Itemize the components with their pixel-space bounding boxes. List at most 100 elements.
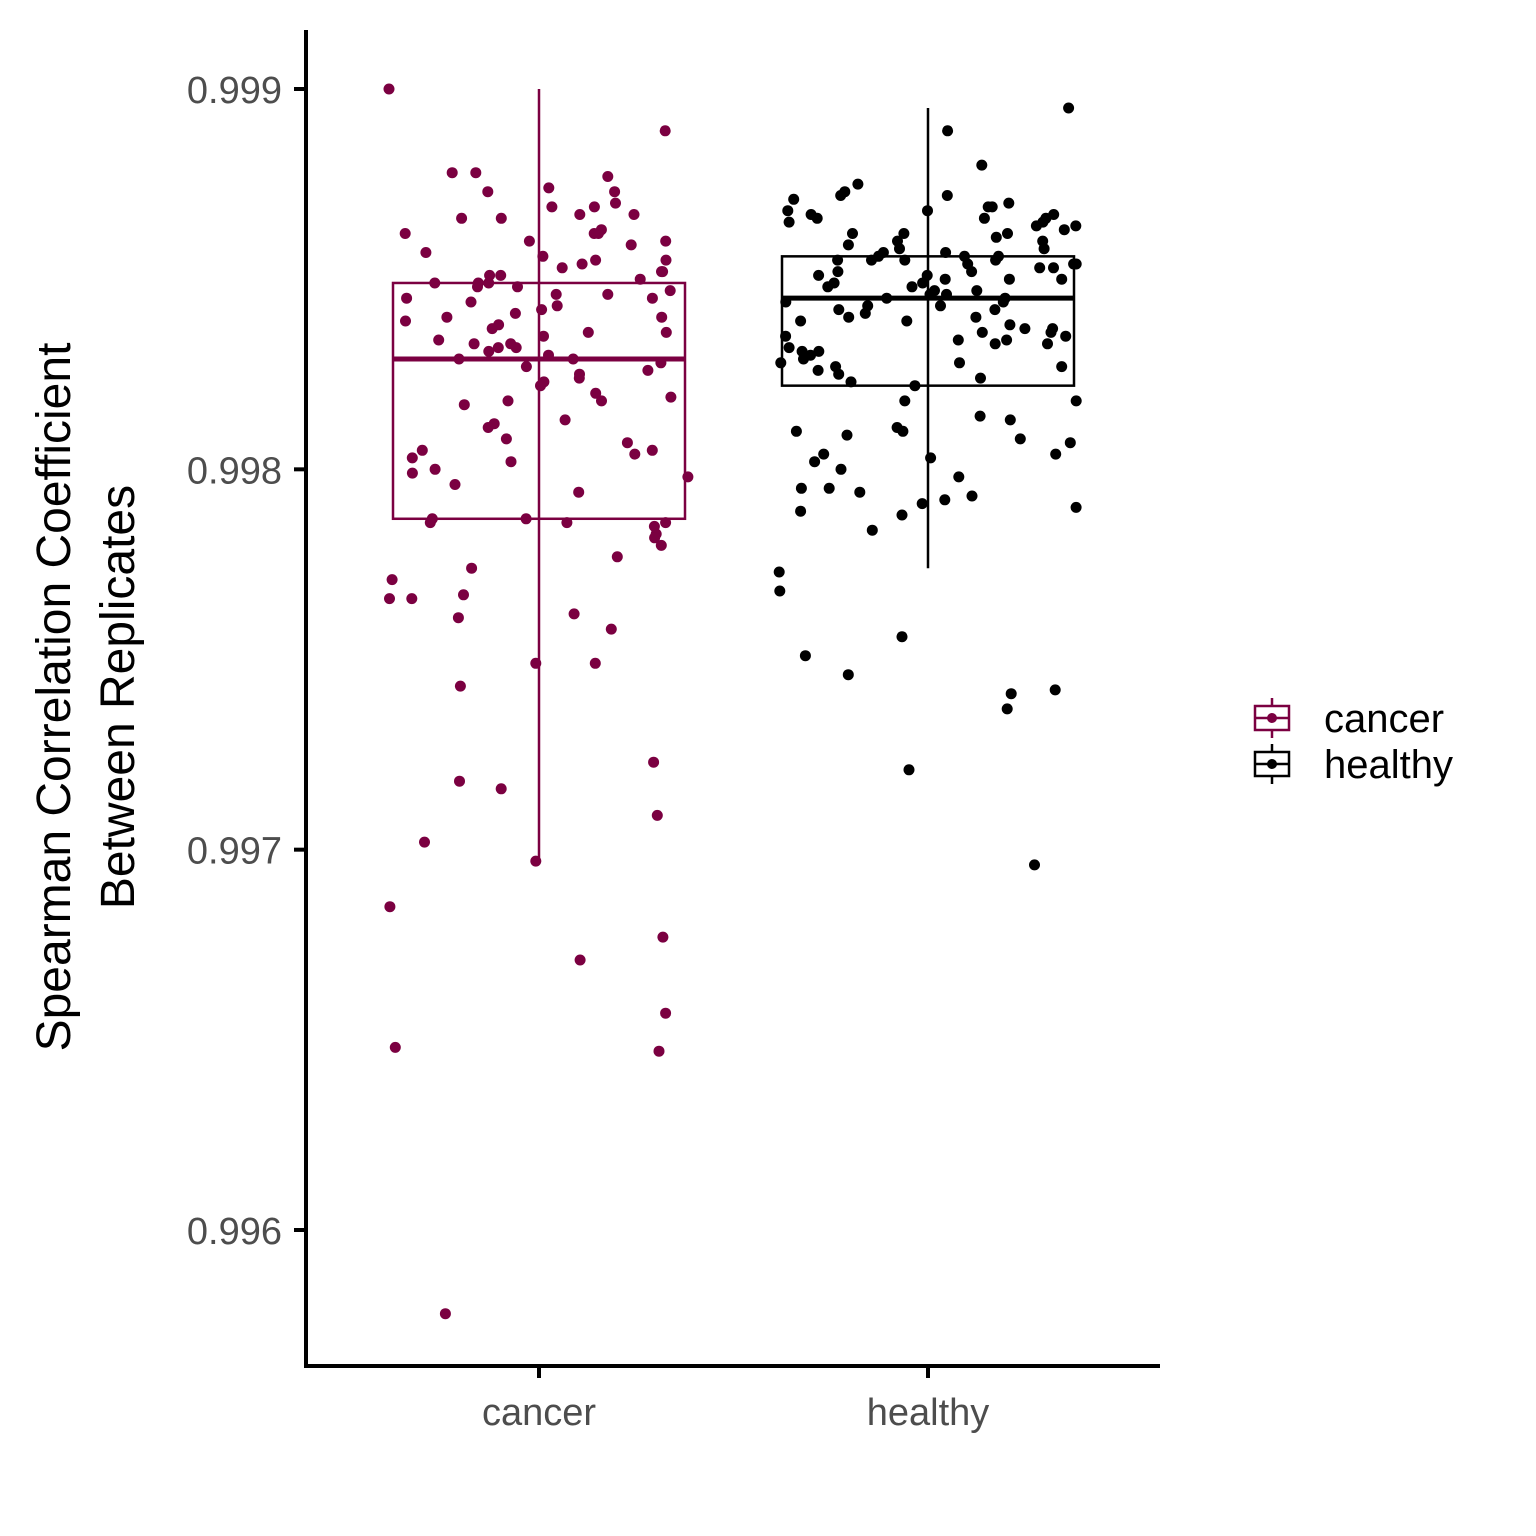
data-point-healthy	[1019, 323, 1031, 335]
data-point-cancer	[646, 292, 658, 304]
data-point-cancer	[628, 209, 640, 220]
data-point-healthy	[1070, 258, 1082, 270]
data-point-healthy	[790, 425, 802, 437]
data-point-healthy	[842, 669, 854, 681]
data-point-cancer	[649, 532, 661, 544]
data-point-cancer	[482, 422, 494, 433]
data-point-healthy	[835, 463, 847, 475]
data-point-healthy	[954, 357, 965, 369]
data-point-healthy	[1049, 684, 1061, 696]
data-point-cancer	[660, 235, 672, 247]
data-point-healthy	[1060, 330, 1072, 342]
data-point-cancer	[659, 125, 671, 137]
data-point-healthy	[847, 228, 858, 239]
data-point-cancer	[383, 83, 395, 95]
data-point-healthy	[1014, 433, 1026, 445]
data-point-cancer	[538, 330, 549, 342]
data-point-cancer	[520, 361, 532, 373]
data-point-healthy	[903, 764, 915, 776]
data-point-healthy	[939, 494, 951, 506]
data-point-cancer	[466, 562, 478, 574]
data-point-cancer	[416, 444, 428, 456]
data-point-cancer	[660, 517, 672, 529]
data-point-healthy	[971, 285, 983, 297]
data-point-healthy	[986, 201, 998, 213]
data-point-cancer	[495, 269, 507, 281]
data-point-healthy	[1038, 243, 1050, 255]
data-point-healthy	[799, 650, 811, 662]
data-point-healthy	[832, 254, 844, 266]
data-point-healthy	[922, 205, 933, 217]
data-point-healthy	[978, 212, 990, 224]
data-point-healthy	[833, 304, 845, 316]
data-point-cancer	[537, 250, 549, 262]
legend-key-point-healthy	[1267, 759, 1277, 769]
data-point-healthy	[924, 288, 936, 300]
data-point-cancer	[664, 285, 676, 297]
data-point-healthy	[894, 243, 905, 255]
data-point-cancer	[384, 901, 396, 913]
data-point-healthy	[966, 266, 978, 278]
legend-label-healthy: healthy	[1324, 743, 1453, 787]
data-point-healthy	[941, 288, 952, 300]
data-point-cancer	[406, 467, 418, 479]
data-point-healthy	[901, 315, 913, 327]
data-point-healthy	[989, 338, 1001, 350]
data-point-healthy	[866, 254, 877, 266]
data-point-healthy	[976, 159, 988, 171]
data-point-healthy	[859, 307, 871, 319]
legend-key-point-cancer	[1267, 713, 1277, 723]
data-point-cancer	[589, 657, 601, 669]
data-point-cancer	[629, 448, 641, 460]
data-point-healthy	[813, 345, 825, 357]
data-point-cancer	[439, 1308, 451, 1320]
data-point-healthy	[1002, 228, 1013, 239]
data-point-healthy	[1063, 102, 1075, 114]
data-point-cancer	[609, 186, 621, 198]
data-point-healthy	[916, 498, 928, 510]
data-point-cancer	[441, 311, 453, 323]
data-point-cancer	[621, 437, 633, 449]
data-point-cancer	[551, 300, 563, 312]
data-point-cancer	[582, 326, 594, 338]
data-point-cancer	[389, 1041, 401, 1053]
data-point-healthy	[898, 228, 910, 239]
data-point-cancer	[482, 186, 494, 198]
y-axis-title: Spearman Correlation Coefficient Between…	[28, 343, 145, 1052]
data-point-cancer	[456, 212, 468, 224]
data-point-healthy	[841, 429, 853, 441]
data-point-healthy	[852, 178, 864, 190]
data-point-cancer	[512, 281, 523, 293]
data-point-healthy	[788, 193, 800, 205]
y-tick-label: 0.997	[187, 831, 282, 873]
data-point-cancer	[610, 197, 621, 209]
data-point-healthy	[1064, 437, 1076, 449]
data-point-healthy	[832, 266, 844, 278]
data-point-cancer	[543, 349, 554, 361]
data-point-cancer	[429, 277, 441, 289]
data-point-cancer	[655, 539, 667, 551]
data-point-healthy	[813, 269, 825, 281]
data-point-cancer	[561, 517, 573, 529]
data-point-healthy	[899, 395, 911, 407]
data-point-cancer	[535, 380, 546, 392]
data-point-healthy	[798, 353, 809, 365]
data-point-cancer	[406, 593, 418, 605]
data-point-healthy	[1034, 262, 1046, 274]
data-point-cancer	[419, 836, 430, 848]
data-point-cancer	[470, 167, 482, 179]
y-tick-label: 0.996	[187, 1211, 282, 1253]
data-point-cancer	[446, 167, 458, 179]
data-point-cancer	[400, 315, 411, 327]
data-point-cancer	[530, 855, 542, 867]
data-point-healthy	[782, 205, 794, 217]
data-point-cancer	[384, 593, 395, 605]
y-axis-ticks: 0.996 0.997 0.998 0.999	[187, 70, 306, 1253]
data-point-cancer	[634, 273, 646, 285]
data-point-cancer	[520, 513, 532, 525]
data-point-cancer	[495, 212, 507, 224]
box-healthy	[780, 255, 1076, 387]
data-point-healthy	[783, 342, 795, 354]
data-point-cancer	[655, 357, 667, 369]
data-point-healthy	[935, 300, 946, 312]
